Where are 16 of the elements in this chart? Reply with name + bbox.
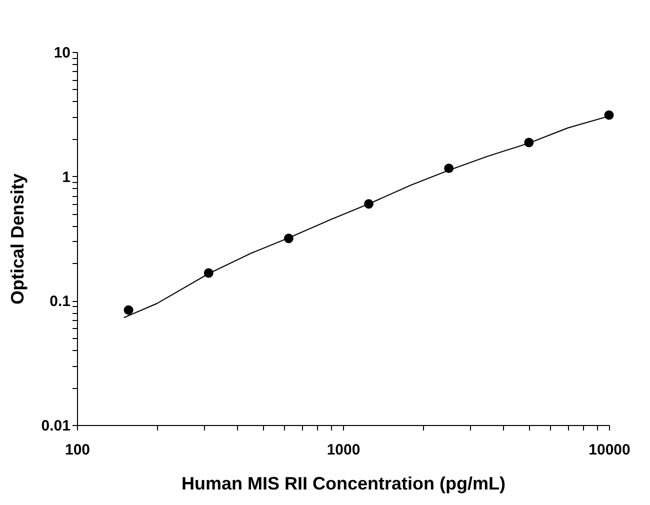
point <box>604 110 614 120</box>
y-tick-label: 10 <box>54 44 70 62</box>
y-tick-label: 0.01 <box>41 418 70 434</box>
x-tick-label: 100 <box>64 442 90 458</box>
point <box>124 305 134 315</box>
x-tick-label: 1000 <box>326 442 360 458</box>
point <box>364 199 374 209</box>
y-tick-label: 1 <box>62 168 70 186</box>
point <box>204 268 214 278</box>
x-axis-title: Human MIS RII Concentration (pg/mL) <box>182 474 506 494</box>
y-axis-title: Optical Density <box>7 173 28 305</box>
y-tick-label: 0.1 <box>50 293 70 310</box>
point <box>284 234 294 244</box>
point <box>444 164 454 174</box>
point <box>524 138 534 148</box>
x-tick-label: 10000 <box>588 442 630 458</box>
